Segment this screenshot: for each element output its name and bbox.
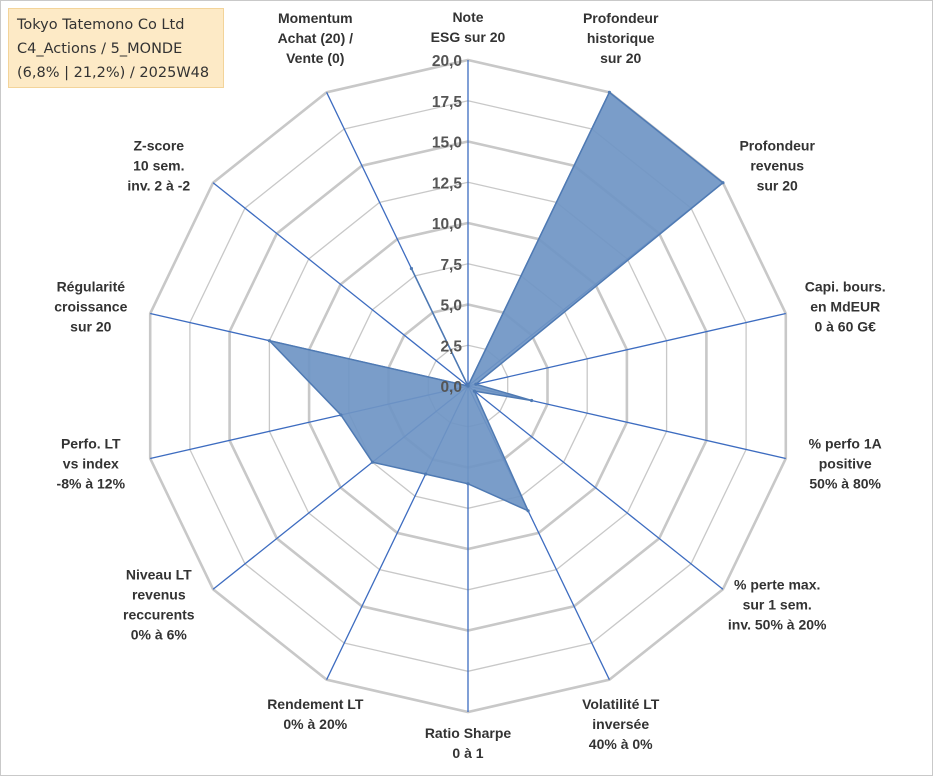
axis-label-6-line-2: sur 1 sem. [743, 597, 812, 613]
axis-label-6: % perte max. sur 1 sem. inv. 50% à 20% [728, 577, 827, 633]
series-point-6 [472, 389, 476, 393]
axis-label-2-line-2: historique [587, 30, 655, 46]
tick-label-6: 15,0 [432, 135, 462, 152]
axis-label-10-line-1: Niveau LT [126, 567, 192, 583]
axis-label-2: Profondeur historique sur 20 [583, 10, 659, 66]
axis-label-5-line-1: % perfo 1A [809, 435, 882, 451]
tick-label-8: 20,0 [432, 53, 462, 70]
axis-label-7-line-2: inversée [592, 716, 649, 732]
series-area [267, 91, 725, 513]
axis-label-10-line-2: revenus [132, 587, 186, 603]
series-point-14 [409, 266, 413, 271]
axis-label-4: Capi. bours. en MdEUR 0 à 60 G€ [805, 279, 886, 335]
radar-axis-labels: Note ESG sur 20 Profondeur historique sur 20… [54, 9, 885, 761]
axis-label-6-line-1: % perte max. [734, 577, 820, 593]
axis-label-9-line-1: Rendement LT [267, 696, 364, 712]
axis-label-3-line-1: Profondeur [739, 138, 815, 154]
company-name: Tokyo Tatemono Co Ltd [17, 17, 185, 33]
axis-label-11: Perfo. LT vs index -8% à 12% [57, 435, 126, 491]
axis-label-9-line-2: 0% à 20% [283, 716, 347, 732]
axis-label-12-line-1: Régularité [57, 279, 126, 295]
tick-label-5: 12,5 [432, 175, 463, 192]
axis-label-11-line-2: vs index [63, 455, 119, 471]
tick-label-7: 17,5 [432, 94, 463, 111]
period-info: (6,8% | 21,2%) / 2025W48 [17, 65, 210, 81]
tick-label-0: 0,0 [440, 379, 462, 396]
axis-label-9: Rendement LT 0% à 20% [267, 696, 364, 732]
axis-label-8-line-1: Ratio Sharpe [425, 725, 512, 741]
series-point-9 [424, 472, 428, 476]
axis-label-12-line-3: sur 20 [70, 319, 111, 335]
series-point-7 [526, 509, 530, 513]
axis-label-11-line-1: Perfo. LT [61, 435, 121, 451]
axis-label-2-line-1: Profondeur [583, 10, 659, 26]
axis-label-8: Ratio Sharpe 0 à 1 [425, 725, 512, 761]
axis-label-4-line-3: 0 à 60 G€ [814, 319, 876, 335]
axis-label-14-line-2: Achat (20) / [278, 30, 354, 46]
tick-label-2: 5,0 [440, 298, 462, 315]
axis-label-12-line-2: croissance [54, 299, 127, 315]
axis-label-4-line-2: en MdEUR [810, 299, 880, 315]
axis-label-13-line-3: inv. 2 à -2 [127, 178, 190, 194]
axis-label-2-line-3: sur 20 [600, 50, 641, 66]
axis-label-14-line-3: Vente (0) [286, 50, 344, 66]
axis-label-6-line-3: inv. 50% à 20% [728, 617, 827, 633]
axis-label-5: % perfo 1A positive 50% à 80% [809, 435, 882, 491]
axis-label-8-line-2: 0 à 1 [452, 745, 483, 761]
axis-label-3-line-3: sur 20 [757, 178, 798, 194]
series-point-2 [607, 90, 612, 94]
series-point-10 [370, 460, 374, 464]
info-box: Tokyo Tatemono Co Ltd C4_Actions / 5_MON… [8, 8, 224, 88]
axis-label-10: Niveau LT revenus reccurents 0% à 6% [123, 567, 195, 643]
axis-label-7-line-1: Volatilité LT [582, 696, 660, 712]
axis-label-14-line-1: Momentum [278, 10, 353, 26]
radar-series [267, 90, 725, 513]
axis-label-3: Profondeur revenus sur 20 [739, 138, 815, 194]
axis-label-11-line-3: -8% à 12% [57, 475, 126, 491]
axis-label-7: Volatilité LT inversée 40% à 0% [582, 696, 660, 752]
axis-label-1-line-1: Note [452, 9, 483, 25]
axis-spoke-13 [212, 182, 469, 387]
series-point-13 [466, 384, 470, 388]
axis-label-13: Z-score 10 sem. inv. 2 à -2 [127, 138, 190, 194]
axis-label-5-line-3: 50% à 80% [809, 475, 881, 491]
axis-label-1-line-2: ESG sur 20 [431, 29, 506, 45]
axis-label-10-line-3: reccurents [123, 607, 195, 623]
axis-label-10-line-4: 0% à 6% [131, 627, 188, 643]
axis-label-5-line-2: positive [819, 455, 872, 471]
axis-label-3-line-2: revenus [750, 158, 804, 174]
axis-spoke-4 [467, 312, 786, 387]
series-point-3 [721, 181, 725, 185]
series-point-11 [339, 413, 343, 417]
axis-label-7-line-3: 40% à 0% [589, 736, 653, 752]
series-point-5 [530, 398, 534, 403]
axis-label-14: Momentum Achat (20) / Vente (0) [278, 10, 354, 66]
axis-spoke-6 [467, 385, 724, 590]
axis-label-13-line-1: Z-score [134, 138, 185, 154]
tick-label-4: 10,0 [432, 216, 462, 233]
axis-label-12: Régularité croissance sur 20 [54, 279, 127, 335]
axis-label-4-line-1: Capi. bours. [805, 279, 886, 295]
tick-label-3: 7,5 [440, 257, 462, 274]
tick-label-1: 2,5 [440, 338, 462, 355]
category-path: C4_Actions / 5_MONDE [17, 41, 183, 57]
series-point-8 [466, 482, 470, 486]
series-point-12 [267, 339, 271, 343]
series-point-4 [474, 382, 478, 386]
axis-label-1: Note ESG sur 20 [431, 9, 506, 45]
radar-tick-labels: 0,0 2,5 5,0 7,5 10,0 12,5 15,0 17,5 20,0 [432, 53, 463, 396]
axis-label-13-line-2: 10 sem. [133, 158, 184, 174]
